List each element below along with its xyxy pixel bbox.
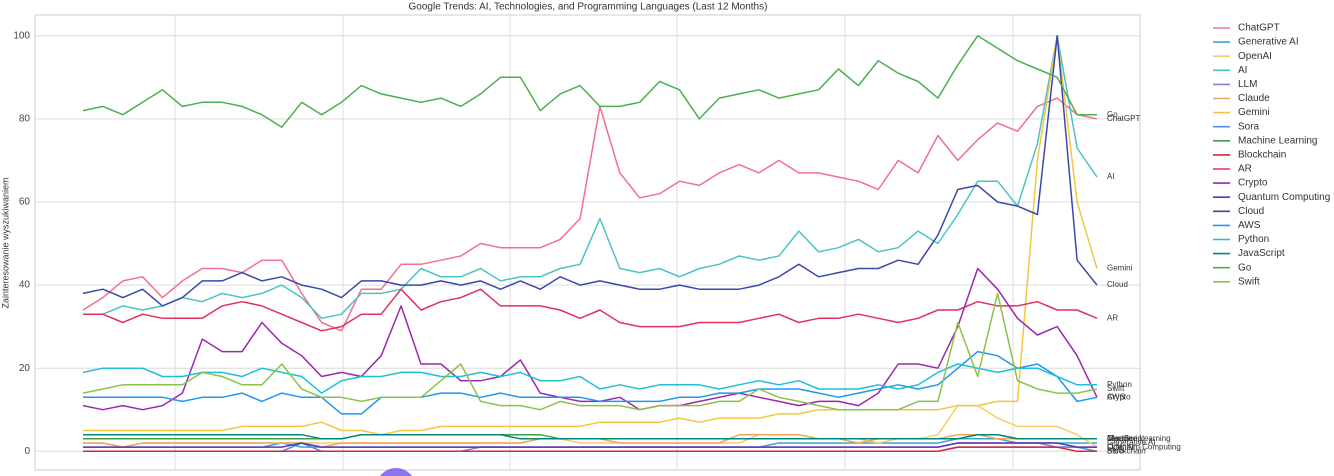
series-end-label: ChatGPT <box>1107 114 1140 123</box>
legend-label: AR <box>1238 164 1252 175</box>
x-grid <box>174 15 1014 470</box>
legend-label: Go <box>1238 262 1252 273</box>
legend-label: Blockchain <box>1238 150 1286 161</box>
y-axis-label: Zainteresowanie wyszukiwaniem <box>0 177 10 308</box>
floating-avatar[interactable] <box>376 468 416 476</box>
y-tick-label: 20 <box>19 363 31 374</box>
legend-label: Python <box>1238 234 1269 245</box>
series-line <box>83 288 1098 332</box>
series-end-label: Swift <box>1107 384 1125 393</box>
legend-label: AI <box>1238 65 1247 76</box>
legend-label: Sora <box>1238 121 1260 132</box>
series-end-label: JavaScript <box>1107 434 1145 443</box>
series-end-label: Quantum Computing <box>1107 442 1181 451</box>
series-line <box>82 35 1098 307</box>
legend-label: Quantum Computing <box>1238 192 1330 203</box>
series-line <box>82 363 1097 394</box>
legend-label: JavaScript <box>1238 248 1285 259</box>
legend-label: AWS <box>1238 220 1261 231</box>
y-tick-label: 40 <box>19 280 31 291</box>
legend-label: Cloud <box>1238 206 1264 217</box>
series-line <box>83 350 1098 415</box>
legend-label: OpenAI <box>1238 51 1272 62</box>
y-tick-label: 60 <box>19 197 31 208</box>
y-tick-label: 80 <box>19 114 31 125</box>
series-line <box>82 35 1097 128</box>
legend-label: Crypto <box>1238 178 1268 189</box>
legend-label: LLM <box>1238 79 1257 90</box>
series-line <box>82 292 1098 411</box>
series-line <box>82 97 1098 332</box>
series-line <box>83 446 1097 453</box>
legend-label: Machine Learning <box>1238 135 1318 146</box>
plot-area <box>34 14 1141 471</box>
legend-label: Generative AI <box>1238 37 1299 48</box>
series-end-label: Generative AI <box>1107 438 1155 447</box>
series-end-label: Claude <box>1107 434 1133 443</box>
y-tick-label: 100 <box>13 30 30 41</box>
series-line <box>82 267 1098 411</box>
series-end-label: Machine Learning <box>1107 434 1171 443</box>
chart-title: Google Trends: AI, Technologies, and Pro… <box>409 2 768 13</box>
series-end-label: OpenAI <box>1107 442 1134 451</box>
series-line <box>83 35 1098 320</box>
series-end-label: Cloud <box>1107 280 1128 289</box>
series-end-label: AWS <box>1107 392 1125 401</box>
legend-label: Gemini <box>1238 107 1270 118</box>
series-end-label: Crypto <box>1107 392 1131 401</box>
series-line <box>83 442 1097 448</box>
legend-label: Swift <box>1238 276 1260 287</box>
series-end-label: Blockchain <box>1107 446 1146 455</box>
series-end-label: Python <box>1107 380 1132 389</box>
series-end-label: AI <box>1107 172 1115 181</box>
series-end-label: AR <box>1107 313 1118 322</box>
series-end-label: Sora <box>1107 446 1124 455</box>
y-tick-label: 0 <box>24 446 30 457</box>
series-end-label: Gemini <box>1107 264 1133 273</box>
series-end-label: Go <box>1107 110 1118 119</box>
series-line <box>83 433 1097 440</box>
series-line <box>83 35 1098 436</box>
legend-label: Claude <box>1238 93 1270 104</box>
series-end-label: LLM <box>1107 442 1123 451</box>
legend-label: ChatGPT <box>1238 23 1280 34</box>
